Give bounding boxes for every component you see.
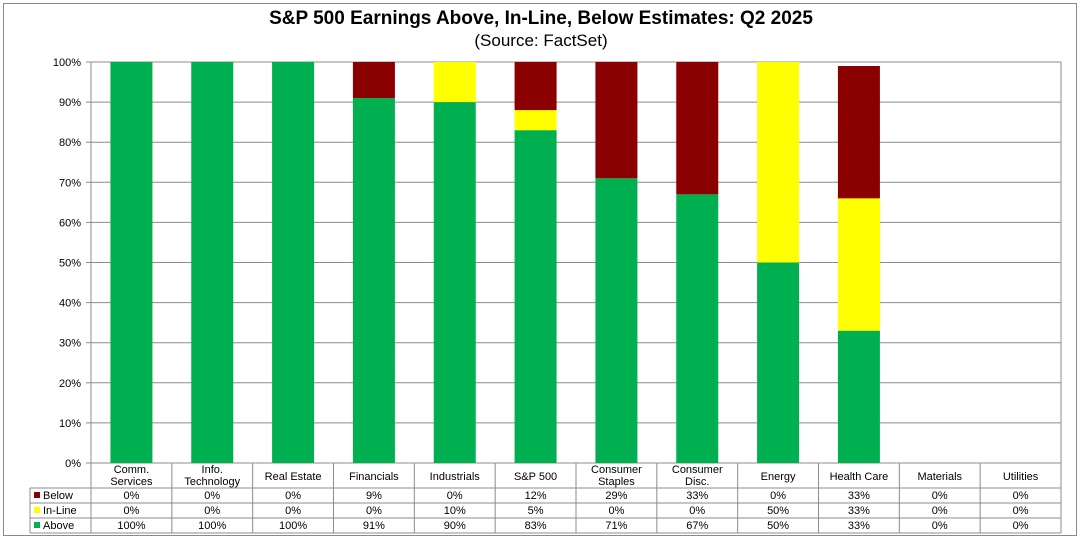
y-tick-label: 10% [59,418,81,430]
bar-above [433,102,476,463]
y-tick-label: 0% [65,458,81,470]
y-tick-label: 60% [59,217,81,229]
category-label: Services [110,476,153,488]
data-label-in-line: 0% [689,505,705,517]
bar-above [676,194,719,463]
data-label-below: 0% [770,490,786,502]
y-tick-label: 100% [53,57,81,69]
y-tick-label: 40% [59,298,81,310]
data-label-above: 33% [848,520,870,532]
category-label: Technology [184,476,240,488]
category-label: Financials [349,471,399,483]
data-label-above: 90% [444,520,466,532]
bar-above [191,62,234,463]
chart-title: S&P 500 Earnings Above, In-Line, Below E… [269,8,813,29]
data-label-in-line: 0% [608,505,624,517]
category-label: Disc. [685,476,709,488]
legend-key-below [34,492,40,498]
category-label: Materials [917,471,962,483]
data-label-above: 71% [605,520,627,532]
data-label-above: 83% [525,520,547,532]
y-tick-label: 70% [59,177,81,189]
category-label: Consumer [591,464,642,476]
data-label-below: 0% [1013,490,1029,502]
category-label: Utilities [1003,471,1039,483]
data-label-below: 0% [204,490,220,502]
legend-key-above [34,522,40,528]
data-label-below: 0% [285,490,301,502]
data-label-in-line: 0% [285,505,301,517]
y-tick-label: 90% [59,97,81,109]
data-label-above: 100% [198,520,226,532]
bar-below [837,66,880,199]
bar-above [757,262,800,463]
data-label-above: 0% [1013,520,1029,532]
legend-label: In-Line [43,505,77,517]
bar-in-line [757,62,800,263]
data-label-below: 12% [525,490,547,502]
data-label-in-line: 0% [932,505,948,517]
chart-frame [3,3,1077,536]
category-label: Comm. [114,464,149,476]
data-label-above: 0% [932,520,948,532]
bar-above [272,62,315,463]
data-label-above: 67% [686,520,708,532]
data-label-in-line: 10% [444,505,466,517]
data-label-below: 0% [123,490,139,502]
data-label-above: 100% [279,520,307,532]
data-label-above: 100% [117,520,145,532]
data-label-below: 29% [605,490,627,502]
bar-below [514,62,557,111]
data-label-below: 0% [447,490,463,502]
data-label-in-line: 0% [123,505,139,517]
category-label: Info. [202,464,223,476]
y-tick-label: 50% [59,258,81,270]
data-label-below: 0% [932,490,948,502]
data-label-in-line: 0% [1013,505,1029,517]
bar-below [676,62,719,195]
data-label-below: 9% [366,490,382,502]
bar-below [352,62,395,99]
data-label-in-line: 0% [366,505,382,517]
category-label: Staples [598,476,635,488]
category-label: S&P 500 [514,471,557,483]
data-label-in-line: 0% [204,505,220,517]
category-label: Health Care [830,471,889,483]
legend-key-in-line [34,507,40,513]
bar-in-line [837,198,880,331]
data-label-below: 33% [686,490,708,502]
data-label-below: 33% [848,490,870,502]
bar-above [837,330,880,463]
legend-label: Above [43,520,74,532]
y-tick-label: 30% [59,338,81,350]
data-label-in-line: 50% [767,505,789,517]
data-label-in-line: 33% [848,505,870,517]
bar-above [352,98,395,463]
bar-in-line [433,62,476,103]
bar-in-line [514,110,557,131]
bar-above [514,130,557,464]
y-tick-label: 20% [59,378,81,390]
chart-subtitle: (Source: FactSet) [474,31,608,50]
category-label: Real Estate [265,471,322,483]
category-label: Energy [761,471,796,483]
y-tick-label: 80% [59,137,81,149]
data-label-above: 91% [363,520,385,532]
data-label-in-line: 5% [528,505,544,517]
category-label: Industrials [430,471,481,483]
bar-below [595,62,638,179]
bar-above [595,178,638,464]
category-label: Consumer [672,464,723,476]
bar-above [110,62,153,463]
legend-label: Below [43,490,73,502]
data-label-above: 50% [767,520,789,532]
